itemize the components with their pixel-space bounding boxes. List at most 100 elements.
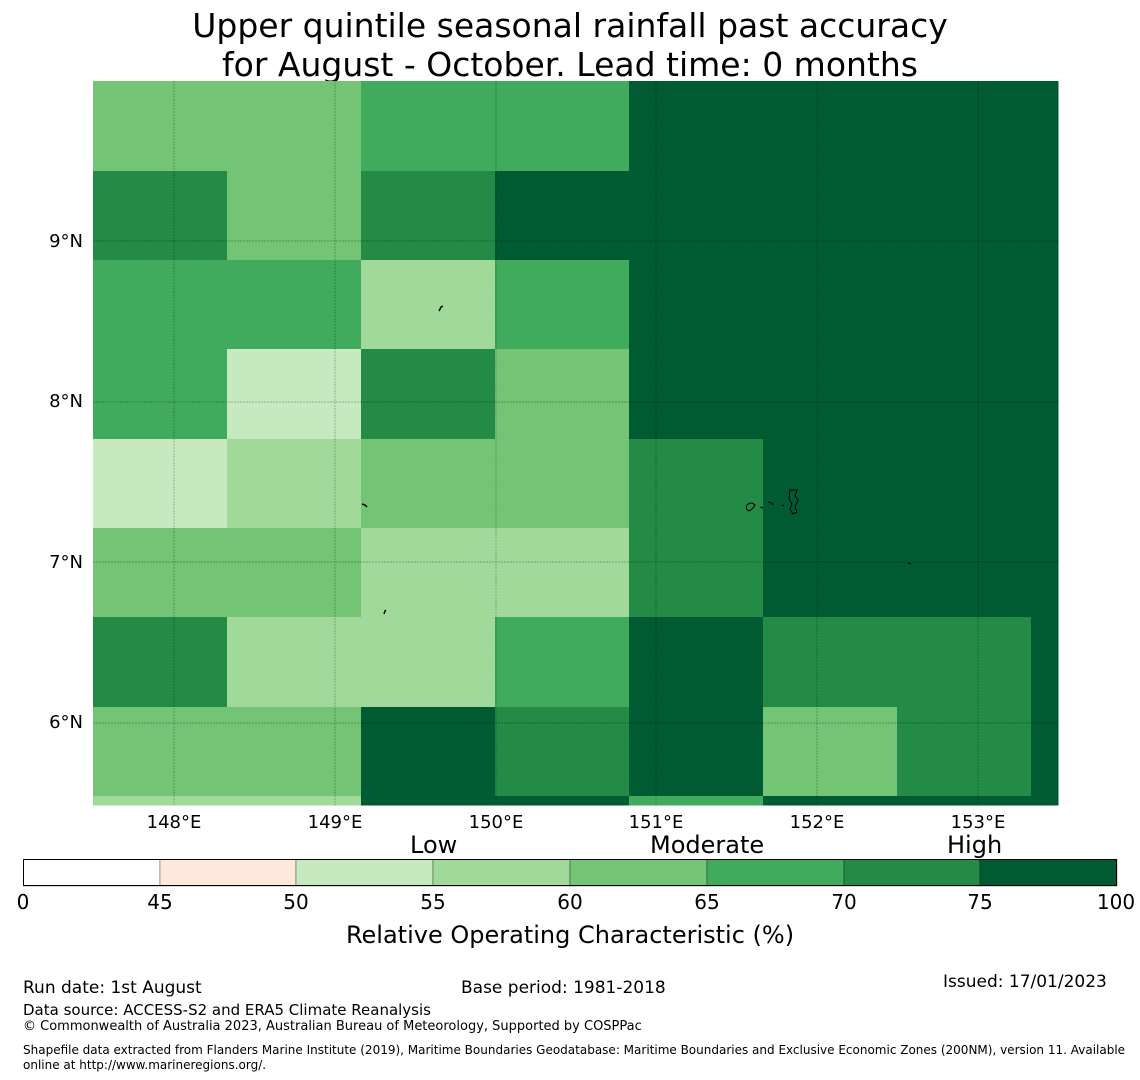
- grid-cell: [629, 260, 764, 350]
- lat-label-9n: 9°N: [49, 231, 83, 252]
- colorbar-tick-50: 50: [283, 890, 309, 914]
- island: [383, 609, 387, 615]
- grid-cell: [361, 81, 496, 172]
- grid-cell: [227, 617, 362, 708]
- grid-cell: [763, 617, 898, 708]
- grid-cell: [227, 707, 362, 797]
- grid-cell: [1031, 439, 1059, 529]
- grid-cell: [629, 81, 764, 172]
- grid-cell: [629, 707, 764, 797]
- grid-cell: [227, 81, 362, 172]
- grid-cell: [1031, 171, 1059, 261]
- graticule: [93, 81, 1058, 805]
- grid-cell: [227, 349, 362, 440]
- colorbar-segment: [569, 859, 708, 887]
- grid-cell: [897, 707, 1032, 797]
- grid-cell: [495, 707, 630, 797]
- colorbar-tick-0: 0: [16, 890, 30, 914]
- grid-cell: [629, 171, 764, 261]
- colorbar-tick-60: 60: [557, 890, 583, 914]
- colorbar-segment: [23, 859, 161, 887]
- grid-cell: [897, 528, 1032, 618]
- grid-cell: [361, 617, 496, 708]
- grid-cell: [1031, 796, 1059, 806]
- grid-cell: [227, 796, 362, 806]
- shapefile-credit-line2: online at http://www.marineregions.org/.: [23, 1058, 267, 1072]
- category-low: Low: [410, 831, 458, 859]
- grid-cell: [1031, 617, 1059, 708]
- island: [438, 305, 444, 312]
- grid-cell: [1031, 528, 1059, 618]
- grid-cell: [361, 349, 496, 440]
- run-date: Run date: 1st August: [23, 978, 202, 998]
- data-source: Data source: ACCESS-S2 and ERA5 Climate …: [23, 1001, 431, 1019]
- grid-cell: [629, 796, 764, 806]
- lat-label-6n: 6°N: [49, 712, 83, 733]
- grid-cell: [763, 171, 898, 261]
- grid-cell: [361, 439, 496, 529]
- grid-cell: [227, 260, 362, 350]
- island: [781, 504, 785, 507]
- grid-cell: [227, 439, 362, 529]
- colorbar-tick-45: 45: [147, 890, 173, 914]
- grid-cell: [1031, 260, 1059, 350]
- grid-cell: [93, 796, 228, 806]
- lat-label-8n: 8°N: [49, 391, 83, 412]
- colorbar-segment: [295, 859, 434, 887]
- grid-cell: [897, 439, 1032, 529]
- lon-label-149e: 149°E: [307, 812, 363, 833]
- grid-cell: [227, 171, 362, 261]
- grid-cell: [897, 81, 1032, 172]
- grid-cell: [93, 349, 228, 440]
- grid-cell: [629, 439, 764, 529]
- map-title-line2: for August - October. Lead time: 0 month…: [222, 45, 918, 84]
- colorbar-segment: [979, 859, 1118, 887]
- lon-label-151e: 151°E: [628, 812, 684, 833]
- grid-cell: [93, 171, 228, 261]
- grid-cell: [629, 617, 764, 708]
- grid-cell: [495, 439, 630, 529]
- grid-cell: [361, 796, 496, 806]
- island: [907, 562, 912, 565]
- grid-cell: [495, 528, 630, 618]
- colorbar-tick-100: 100: [1096, 890, 1136, 914]
- grid-cell: [495, 796, 630, 806]
- colorbar-tick-75: 75: [967, 890, 993, 914]
- colorbar: [23, 859, 1118, 887]
- grid-cell: [93, 260, 228, 350]
- colorbar-title: Relative Operating Characteristic (%): [345, 921, 795, 949]
- grid-cell: [227, 528, 362, 618]
- map-title-line1: Upper quintile seasonal rainfall past ac…: [192, 6, 948, 45]
- colorbar-segment: [159, 859, 297, 887]
- island: [745, 502, 756, 512]
- grid-cell: [495, 81, 630, 172]
- lon-label-153e: 153°E: [950, 812, 1006, 833]
- grid-cell: [1031, 707, 1059, 797]
- lon-label-148e: 148°E: [146, 812, 202, 833]
- grid-cell: [495, 260, 630, 350]
- copyright: © Commonwealth of Australia 2023, Austra…: [23, 1019, 642, 1034]
- grid-cell: [629, 528, 764, 618]
- grid-cell: [361, 528, 496, 618]
- lon-label-150e: 150°E: [468, 812, 524, 833]
- base-period: Base period: 1981-2018: [461, 978, 666, 998]
- grid-cell: [495, 171, 630, 261]
- grid-cell: [763, 707, 898, 797]
- category-high: High: [947, 831, 1003, 859]
- map-title: Upper quintile seasonal rainfall past ac…: [0, 6, 1140, 84]
- grid-cell: [93, 81, 228, 172]
- rainfall-accuracy-map: [93, 81, 1059, 806]
- grid-cell: [763, 528, 898, 618]
- colorbar-tick-55: 55: [420, 890, 446, 914]
- grid-cell: [763, 260, 898, 350]
- grid-cell: [1031, 81, 1059, 172]
- colorbar-tick-65: 65: [694, 890, 720, 914]
- colorbar-segment: [843, 859, 981, 887]
- grid-cell: [93, 528, 228, 618]
- grid-cell: [897, 260, 1032, 350]
- grid-cell: [93, 617, 228, 708]
- island: [767, 501, 774, 506]
- grid-cell: [897, 796, 1032, 806]
- grid-cell: [629, 349, 764, 440]
- grid-cell: [897, 617, 1032, 708]
